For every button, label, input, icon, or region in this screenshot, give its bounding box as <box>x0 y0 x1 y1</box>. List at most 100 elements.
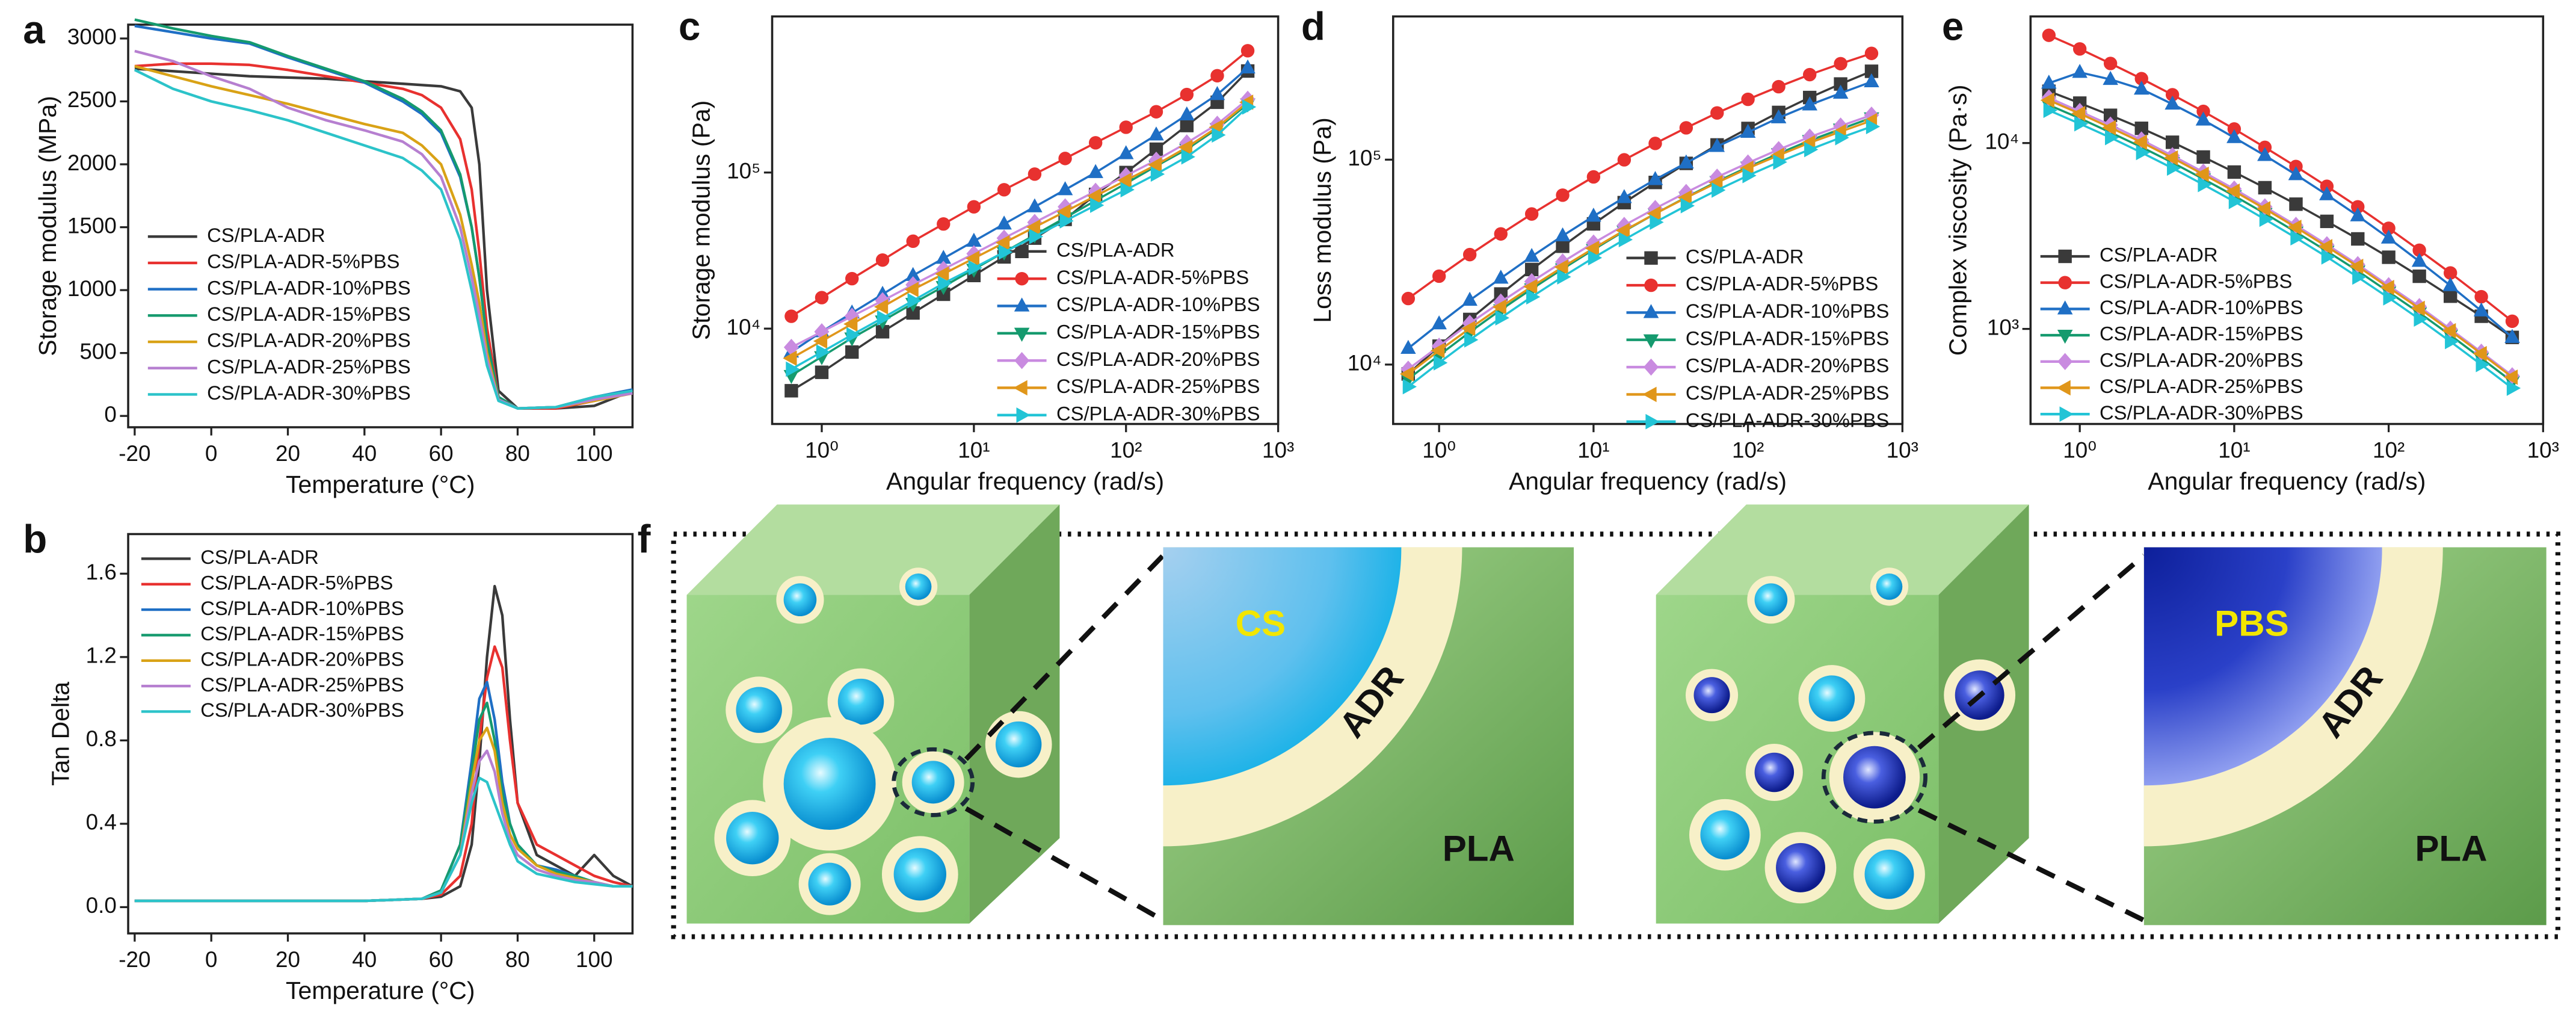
marker <box>1432 269 1446 283</box>
x-tick-label: 10² <box>2373 438 2405 463</box>
x-tick-label: 10¹ <box>958 438 990 463</box>
series-line <box>1407 125 1872 388</box>
chart: d 10⁰ 10¹ 10² 10³ 10⁴ 10⁵ Angular frequency (ra… <box>1301 4 1918 495</box>
marker <box>1804 141 1819 158</box>
x-tick-label: 10⁰ <box>1422 438 1456 463</box>
marker <box>907 292 922 309</box>
marker <box>935 266 949 282</box>
y-tick-label: 0.4 <box>86 810 117 835</box>
x-tick-label: 80 <box>505 947 530 972</box>
marker <box>2350 207 2366 221</box>
marker <box>2504 329 2520 343</box>
series-line <box>1407 81 1872 350</box>
legend-label: CS/PLA-ADR-20%PBS <box>1056 348 1260 370</box>
legend-label: CS/PLA-ADR-30%PBS <box>1686 409 1890 431</box>
x-tick-label: 40 <box>352 947 377 972</box>
marker <box>2349 258 2364 274</box>
legend-label: CS/PLA-ADR-25%PBS <box>1056 375 1260 397</box>
marker <box>1057 181 1073 196</box>
marker <box>2380 229 2397 244</box>
zoom-line <box>1917 553 2146 750</box>
particle-core <box>808 862 851 906</box>
marker <box>2196 150 2210 164</box>
marker <box>1118 145 1134 159</box>
particle-core <box>1754 583 1788 617</box>
marker <box>1119 120 1133 134</box>
marker <box>1523 279 1538 295</box>
marker <box>998 244 1013 260</box>
x-tick-label: 10³ <box>2527 438 2559 463</box>
marker <box>1740 123 1756 138</box>
plot-frame <box>2029 15 2545 425</box>
y-axis-label: Loss modulus (Pa) <box>1308 117 1336 323</box>
marker <box>2058 249 2072 264</box>
marker <box>2411 253 2427 267</box>
legend-label: CS/PLA-ADR-25%PBS <box>2100 375 2303 397</box>
x-tick-label: 10³ <box>1262 438 1294 463</box>
y-tick-label: 2000 <box>67 150 117 175</box>
marker <box>1240 59 1256 73</box>
marker <box>2411 300 2425 317</box>
particle-core <box>1843 746 1906 809</box>
marker <box>1401 291 1416 306</box>
marker <box>2165 95 2180 110</box>
marker <box>1015 271 1029 286</box>
marker <box>1802 96 1818 111</box>
marker <box>2072 42 2087 56</box>
marker <box>1180 119 1194 132</box>
x-tick-label: 80 <box>505 441 530 466</box>
series-line <box>134 726 633 903</box>
series-line <box>1407 52 1872 300</box>
panel-label: a <box>23 8 45 52</box>
marker <box>2476 357 2490 372</box>
particle-core <box>893 848 946 901</box>
marker <box>968 260 983 276</box>
marker <box>2058 276 2072 289</box>
marker <box>1434 355 1448 371</box>
marker <box>874 299 889 315</box>
particle-core <box>1754 752 1795 793</box>
legend-label: CS/PLA-ADR-30%PBS <box>2100 401 2303 424</box>
chart: a-20 0 20 40 60 80 100050010001500200025003000… <box>23 8 634 498</box>
legend-label: CS/PLA-ADR-5%PBS <box>1056 266 1249 288</box>
x-tick-label: 100 <box>576 441 612 466</box>
marker <box>845 345 859 359</box>
marker <box>1617 153 1632 167</box>
marker <box>1742 168 1757 184</box>
marker <box>1588 250 1603 266</box>
zoom-circle <box>892 747 975 817</box>
marker <box>1556 188 1570 202</box>
matrix-label: PLA <box>2415 828 2487 868</box>
particle-core <box>905 573 932 600</box>
marker <box>1834 57 1847 71</box>
marker <box>2257 147 2273 161</box>
series-line <box>1407 119 1872 375</box>
particle-core <box>1700 810 1750 860</box>
legend-label: CS/PLA-ADR-15%PBS <box>200 622 404 644</box>
marker <box>1585 240 1600 256</box>
chart: b -20 0 20 40 60 80 100 0.0 0.4 0.8 1.2 1.6 Temperatu… <box>23 517 634 1004</box>
marker <box>1648 137 1662 150</box>
marker <box>2133 80 2149 95</box>
marker <box>2290 230 2305 246</box>
marker <box>2259 211 2274 227</box>
marker <box>2042 28 2056 42</box>
marker <box>2057 353 2073 370</box>
y-axis-label: Storage modulus (MPa) <box>34 96 61 356</box>
legend-label: CS/PLA-ADR-25%PBS <box>200 673 404 696</box>
x-tick-label: 10² <box>1110 438 1142 463</box>
marker <box>1029 229 1044 244</box>
panel-label: e <box>1942 4 1964 48</box>
marker <box>1028 167 1042 181</box>
particle-core <box>1864 849 1914 899</box>
marker <box>2412 269 2426 283</box>
marker <box>1210 69 1224 83</box>
plot-frame <box>771 15 1280 425</box>
particle-core <box>783 583 817 617</box>
marker <box>1773 154 1787 170</box>
marker <box>1741 92 1755 107</box>
legend-label: CS/PLA-ADR <box>1686 245 1804 267</box>
x-tick-label: 0 <box>205 441 218 466</box>
marker <box>1524 248 1539 262</box>
